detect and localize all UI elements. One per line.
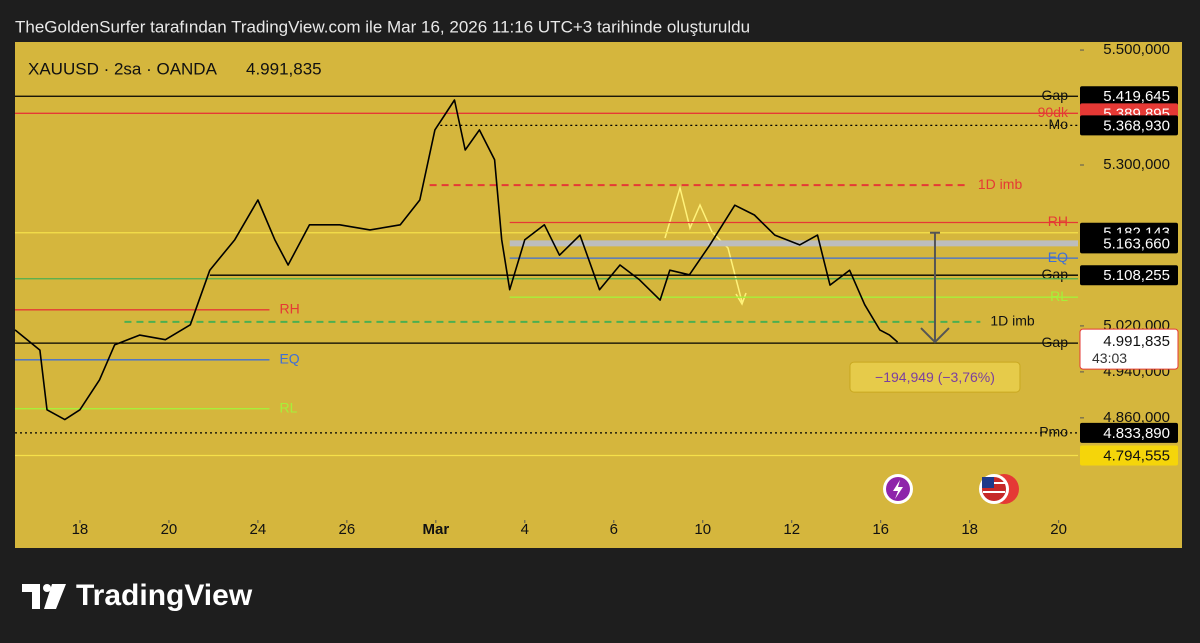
price-box-label: 4.833,890 — [1103, 425, 1170, 442]
x-tick-label: 18 — [961, 521, 978, 538]
price-box — [1080, 445, 1178, 466]
x-tick-label: 4 — [521, 521, 529, 538]
level-name: RL — [279, 399, 297, 415]
event-icons — [883, 474, 1019, 504]
price-box-label: 4.794,555 — [1103, 447, 1170, 464]
price-box — [1080, 265, 1178, 286]
logo-mark — [22, 584, 40, 609]
price-box-label: 5.368,930 — [1103, 117, 1170, 134]
flag-icon — [982, 477, 994, 488]
x-tick-label: 20 — [161, 521, 178, 538]
level-name: 90dk — [1038, 104, 1069, 120]
x-tick-label: Mar — [422, 521, 449, 538]
brand-name: TradingView — [76, 579, 253, 612]
x-tick-label: 18 — [72, 521, 89, 538]
price-box-label: 5.163,660 — [1103, 235, 1170, 252]
x-tick-label: 12 — [783, 521, 800, 538]
brand-logo — [22, 584, 66, 609]
level-name: RH — [279, 301, 299, 317]
price-box — [1080, 422, 1178, 443]
level-name: Pmo — [1039, 424, 1068, 440]
x-tick-label: 16 — [872, 521, 889, 538]
level-name: RH — [1048, 213, 1068, 229]
measure-label: −194,949 (−3,76%) — [875, 369, 995, 385]
header-text: TheGoldenSurfer tarafından TradingView.c… — [15, 17, 750, 36]
level-name: Mo — [1049, 116, 1069, 132]
y-tick-label: 5.500,000 — [1103, 41, 1170, 58]
y-tick-label: 5.300,000 — [1103, 156, 1170, 173]
x-tick-label: 6 — [610, 521, 618, 538]
symbol-title: XAUUSD · 2sa · OANDA — [28, 59, 218, 78]
countdown: 43:03 — [1092, 350, 1127, 366]
price-box — [1080, 233, 1178, 254]
last-price: 4.991,835 — [1103, 333, 1170, 350]
level-name: 1D imb — [978, 176, 1023, 192]
price-box-label: 5.108,255 — [1103, 267, 1170, 284]
symbol-price: 4.991,835 — [246, 59, 322, 78]
level-name: Gap — [1042, 334, 1069, 350]
chart-panel — [15, 42, 1182, 548]
level-name: EQ — [279, 351, 299, 367]
event-icon — [893, 480, 903, 499]
price-box — [1080, 115, 1178, 136]
y-tick-label: 4.860,000 — [1103, 409, 1170, 426]
level-name: RL — [1050, 288, 1068, 304]
zigzag-annotation — [664, 185, 743, 303]
level-name: Gap — [1042, 87, 1069, 103]
logo-mark — [44, 584, 66, 609]
logo-mark — [43, 584, 51, 592]
x-tick-label: 20 — [1050, 521, 1067, 538]
x-tick-label: 24 — [250, 521, 267, 538]
level-name: Gap — [1042, 266, 1069, 282]
last-price-box — [1079, 328, 1179, 370]
level-name: EQ — [1048, 249, 1068, 265]
price-box-label: 5.419,645 — [1103, 88, 1170, 105]
x-tick-label: 10 — [694, 521, 711, 538]
measure-head — [920, 327, 950, 344]
level-name: 1D imb — [990, 313, 1035, 329]
x-tick-label: 26 — [339, 521, 356, 538]
measure-box — [849, 361, 1021, 393]
price-line — [14, 99, 899, 421]
price-box — [1080, 86, 1178, 107]
